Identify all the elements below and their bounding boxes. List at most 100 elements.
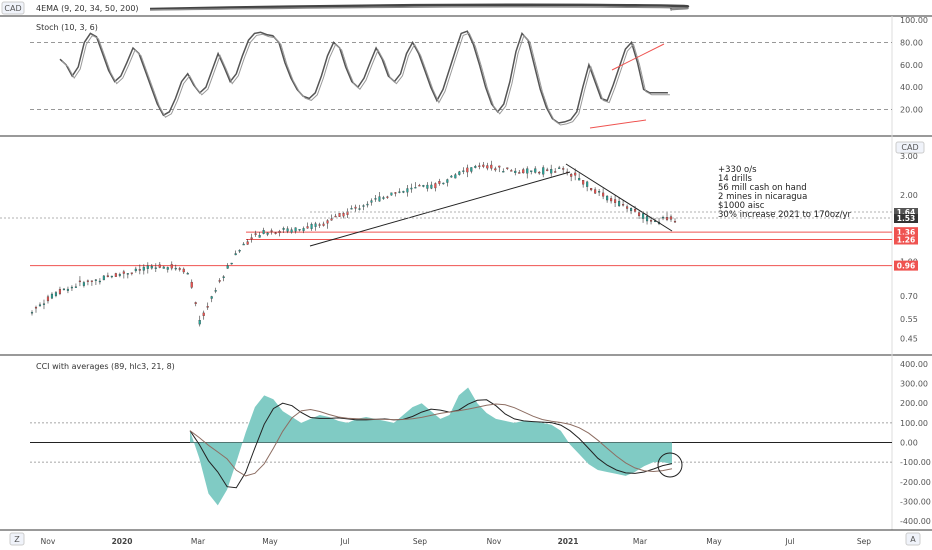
x-axis: Nov 2020 Mar May Jul Sep Nov 2021 Mar May Jul Sep Z…	[0, 529, 932, 546]
currency-badge-text: CAD	[4, 4, 21, 13]
candle-body	[110, 275, 113, 278]
candle-body	[645, 216, 649, 222]
note-line-3: 56 mill cash on hand	[718, 183, 807, 193]
candle-body	[46, 296, 50, 302]
candle-body	[190, 281, 193, 288]
candle-body	[30, 312, 34, 314]
candle-body	[470, 167, 473, 172]
candle-body	[94, 279, 97, 281]
candle-body	[62, 288, 66, 291]
price-currency-badge[interactable]	[895, 141, 925, 154]
candle-body	[182, 268, 185, 273]
candle-body	[54, 292, 58, 296]
price-level-tag-text: 0.96	[897, 262, 916, 271]
candle-body	[378, 196, 381, 202]
candle-body	[118, 274, 121, 276]
cci-tick-label: -400.00	[900, 517, 931, 526]
candle-body	[486, 165, 489, 169]
x-axis-label: Nov	[41, 537, 56, 546]
candle-body	[174, 267, 177, 270]
stoch-signal-line	[61, 32, 670, 126]
candle-body	[150, 266, 153, 269]
candle-body	[286, 228, 289, 232]
candle-body	[410, 187, 413, 190]
candle-body	[502, 171, 505, 173]
price-tick-label: 3.00	[900, 152, 918, 161]
cci-tick-label: 100.00	[900, 419, 928, 428]
candle-body	[530, 170, 533, 172]
candle-body	[665, 217, 669, 220]
stoch-tick-label: 60.00	[900, 61, 923, 70]
candle-body	[294, 227, 297, 232]
candle-body	[202, 312, 205, 316]
candle-body	[130, 272, 133, 274]
candle-body	[82, 282, 85, 286]
candle-body	[474, 165, 477, 168]
auto-scale-button[interactable]	[905, 532, 921, 546]
currency-badge[interactable]	[1, 1, 25, 15]
candle-body	[386, 196, 389, 198]
candle-body	[450, 175, 453, 178]
candle-body	[618, 200, 621, 206]
candle-body	[598, 191, 601, 193]
candle-body	[226, 265, 229, 269]
candle-body	[298, 229, 301, 231]
x-axis-label: Jul	[339, 537, 349, 546]
candle-body	[490, 164, 493, 169]
candle-body	[634, 209, 637, 212]
last-price-tag	[894, 214, 918, 223]
cci-area	[190, 387, 672, 506]
candle-body	[438, 181, 441, 184]
candle-body	[430, 184, 433, 189]
candle-body	[230, 262, 233, 265]
candle-body	[394, 192, 397, 194]
candle-body	[526, 168, 529, 174]
candle-body	[98, 280, 101, 283]
price-level-tag	[894, 260, 918, 271]
candle-body	[514, 170, 517, 173]
price-tick-label: 0.70	[900, 292, 918, 301]
cci-average-line	[189, 403, 673, 477]
cci-tick-label: 200.00	[900, 399, 928, 408]
candle-body	[614, 199, 617, 203]
note-line-4: 2 mines in nicaragua	[718, 192, 807, 202]
candle-body	[134, 268, 137, 272]
cci-tick-label: -100.00	[900, 458, 931, 467]
candle-body	[350, 208, 353, 210]
candle-body	[366, 203, 369, 206]
candle-body	[574, 172, 577, 176]
x-axis-labels: Nov 2020 Mar May Jul Sep Nov 2021 Mar May Jul Sep	[41, 537, 872, 546]
candle-body	[582, 180, 585, 185]
candle-body	[218, 280, 221, 282]
candle-body	[669, 216, 673, 220]
candle-body	[606, 195, 609, 201]
alt-price-tag	[894, 208, 918, 217]
candle-body	[334, 215, 337, 218]
candle-body	[382, 197, 385, 199]
stoch-title: Stoch (10, 3, 6)	[36, 23, 98, 32]
candle-body	[138, 269, 141, 271]
candle-body	[522, 169, 525, 174]
ema-curve	[149, 3, 689, 11]
price-level-tag-text: 1.36	[897, 228, 916, 237]
timezone-button[interactable]	[9, 532, 25, 546]
candle-body	[454, 174, 457, 179]
last-price-tag-text: 1.53	[897, 214, 916, 223]
price-level-tag-text: 1.26	[897, 236, 916, 245]
candle-body	[70, 286, 73, 289]
price-tick-label: 2.00	[900, 191, 918, 200]
candle-body	[34, 306, 38, 309]
candle-body	[478, 165, 481, 167]
cci-tick-label: 300.00	[900, 380, 928, 389]
candle-body	[422, 185, 425, 187]
stoch-tick-label: 100.00	[900, 16, 928, 25]
candle-body	[518, 172, 521, 174]
candle-body	[310, 223, 313, 229]
cci-pane: CCI with averages (89, hlc3, 21, 8) 400.…	[30, 360, 931, 526]
candle-body	[354, 206, 357, 209]
candle-body	[570, 174, 573, 177]
candle-body	[610, 198, 613, 202]
candle-body	[242, 243, 245, 246]
